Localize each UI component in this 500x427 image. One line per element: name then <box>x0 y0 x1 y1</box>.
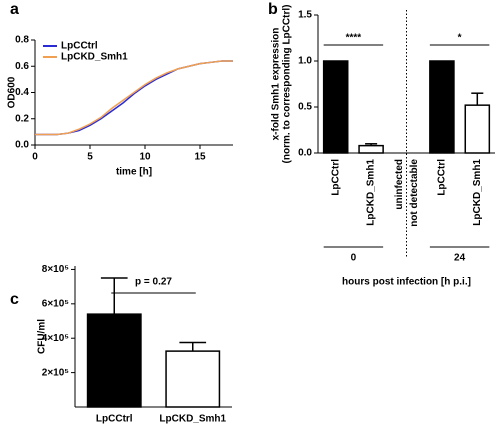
bar <box>464 104 491 154</box>
y-tick-label: 0.6 <box>15 61 29 72</box>
x-tick-label: 0 <box>32 152 38 163</box>
y-tick-label: 0.5 <box>298 102 312 113</box>
panel-label: c <box>10 291 19 308</box>
panel-label: b <box>268 1 278 18</box>
significance-label: **** <box>346 33 362 44</box>
significance-label: * <box>458 33 462 44</box>
series-line <box>35 60 233 136</box>
legend-label: LpCCtrl <box>61 41 98 52</box>
group-label: 0 <box>351 253 357 264</box>
bar <box>165 350 221 408</box>
y-tick-label: 0.0 <box>298 148 312 159</box>
bar <box>86 313 142 408</box>
panel: b 0.0 0.5 1.0 1.5 x-fold Smh1 expression (norm… <box>268 1 495 288</box>
group-label: 24 <box>454 253 466 264</box>
bar <box>322 60 349 154</box>
x-tick-label: LpCCtrl <box>96 414 133 425</box>
y-tick-label: 8×10⁵ <box>42 264 70 275</box>
x-tick-label: LpCKD_Smh1 <box>159 414 226 425</box>
y-axis-label: OD600 <box>7 76 18 108</box>
x-tick-label: LpCKD_Smh1 <box>366 159 377 226</box>
y-tick-label: 0.4 <box>15 87 29 98</box>
bar <box>429 60 455 154</box>
y-tick-label: 4×10⁵ <box>42 333 70 344</box>
x-axis-label: time [h] <box>116 167 152 178</box>
y-tick-label: 6×10⁵ <box>42 298 70 309</box>
bar <box>358 144 384 154</box>
y-tick-label: 1.5 <box>298 10 312 21</box>
panel-label: a <box>10 1 19 18</box>
panel: c 2×10⁵ 4×10⁵ 6×10⁵ 8×10⁵ CFU/ml LpCCtrl LpCKD_… <box>10 264 232 425</box>
legend-label: LpCKD_Smh1 <box>61 52 128 63</box>
y-tick-label: 2×10⁵ <box>42 367 70 378</box>
series-line <box>35 60 233 136</box>
x-tick-label: 15 <box>194 152 206 163</box>
y-axis-label: CFU/ml <box>37 319 48 354</box>
y-axis-label: (norm. to corresponding LpCCtrl) <box>282 5 293 164</box>
y-tick-label: 1.0 <box>298 56 312 67</box>
significance-label: p = 0.27 <box>135 277 172 288</box>
annotation: not detectable <box>409 159 420 227</box>
x-tick-label: 10 <box>139 152 151 163</box>
y-tick-label: 0.0 <box>15 140 29 151</box>
y-tick-label: 0.2 <box>15 113 29 124</box>
x-axis-label: hours post infection [h p.i.] <box>342 277 471 288</box>
y-axis-label: x-fold Smh1 expression <box>271 28 282 141</box>
x-tick-label: 5 <box>87 152 93 163</box>
x-tick-label: LpCCtrl <box>437 159 448 196</box>
x-tick-label: uninfected <box>394 159 405 210</box>
x-tick-label: LpCKD_Smh1 <box>472 159 483 226</box>
panel: a 0.0 0.2 0.4 0.6 0.8 OD600 0 5 10 15 time [h] LpCCt… <box>7 1 233 178</box>
x-tick-label: LpCCtrl <box>330 159 341 196</box>
y-tick-label: 0.8 <box>15 35 29 46</box>
